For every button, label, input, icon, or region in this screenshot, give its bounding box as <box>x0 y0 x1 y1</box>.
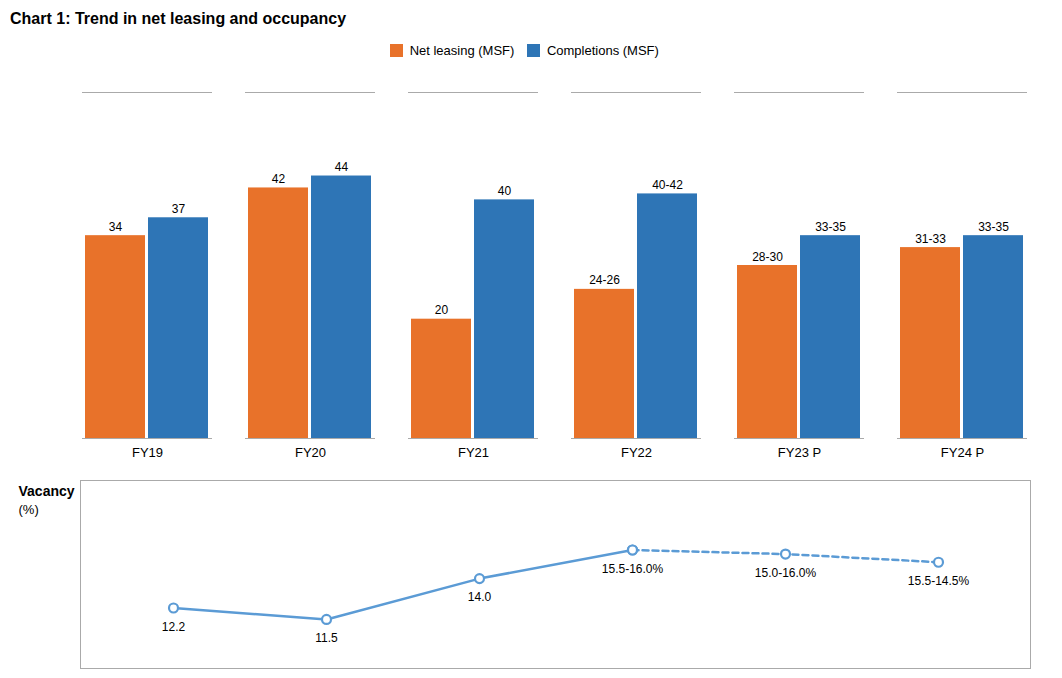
svg-text:33-35: 33-35 <box>815 219 846 233</box>
svg-text:15.5-16.0%: 15.5-16.0% <box>602 561 664 575</box>
svg-text:FY20: FY20 <box>295 444 326 459</box>
svg-text:(%): (%) <box>19 501 39 516</box>
svg-text:42: 42 <box>272 171 286 185</box>
svg-text:33-35: 33-35 <box>978 219 1009 233</box>
svg-text:44: 44 <box>335 160 349 174</box>
svg-text:12.2: 12.2 <box>162 619 186 633</box>
html-text:Chart 1: Trend in net leasing: Chart 1: Trend in net leasing and occupa… <box>10 10 347 27</box>
html-text:Net leasing (MSF): Net leasing (MSF) <box>409 43 515 58</box>
svg-text:34: 34 <box>109 219 123 233</box>
svg-text:40-42: 40-42 <box>652 177 683 191</box>
svg-text:FY23 P: FY23 P <box>778 444 821 459</box>
svg-text:FY22: FY22 <box>621 444 652 459</box>
html-text:Completions (MSF): Completions (MSF) <box>546 43 659 58</box>
svg-text:24-26: 24-26 <box>589 273 620 287</box>
svg-text:14.0: 14.0 <box>468 590 492 604</box>
svg-text:15.0-16.0%: 15.0-16.0% <box>755 565 817 579</box>
svg-text:FY24 P: FY24 P <box>941 444 984 459</box>
svg-text:FY19: FY19 <box>132 444 163 459</box>
svg-text:15.5-14.5%: 15.5-14.5% <box>908 573 970 587</box>
svg-text:28-30: 28-30 <box>752 249 783 263</box>
svg-text:FY21: FY21 <box>458 444 489 459</box>
svg-text:37: 37 <box>172 201 186 215</box>
svg-text:Vacancy: Vacancy <box>19 483 75 499</box>
svg-text:11.5: 11.5 <box>315 630 338 644</box>
svg-text:20: 20 <box>435 303 449 317</box>
svg-text:31-33: 31-33 <box>915 231 946 245</box>
svg-text:40: 40 <box>498 183 512 197</box>
